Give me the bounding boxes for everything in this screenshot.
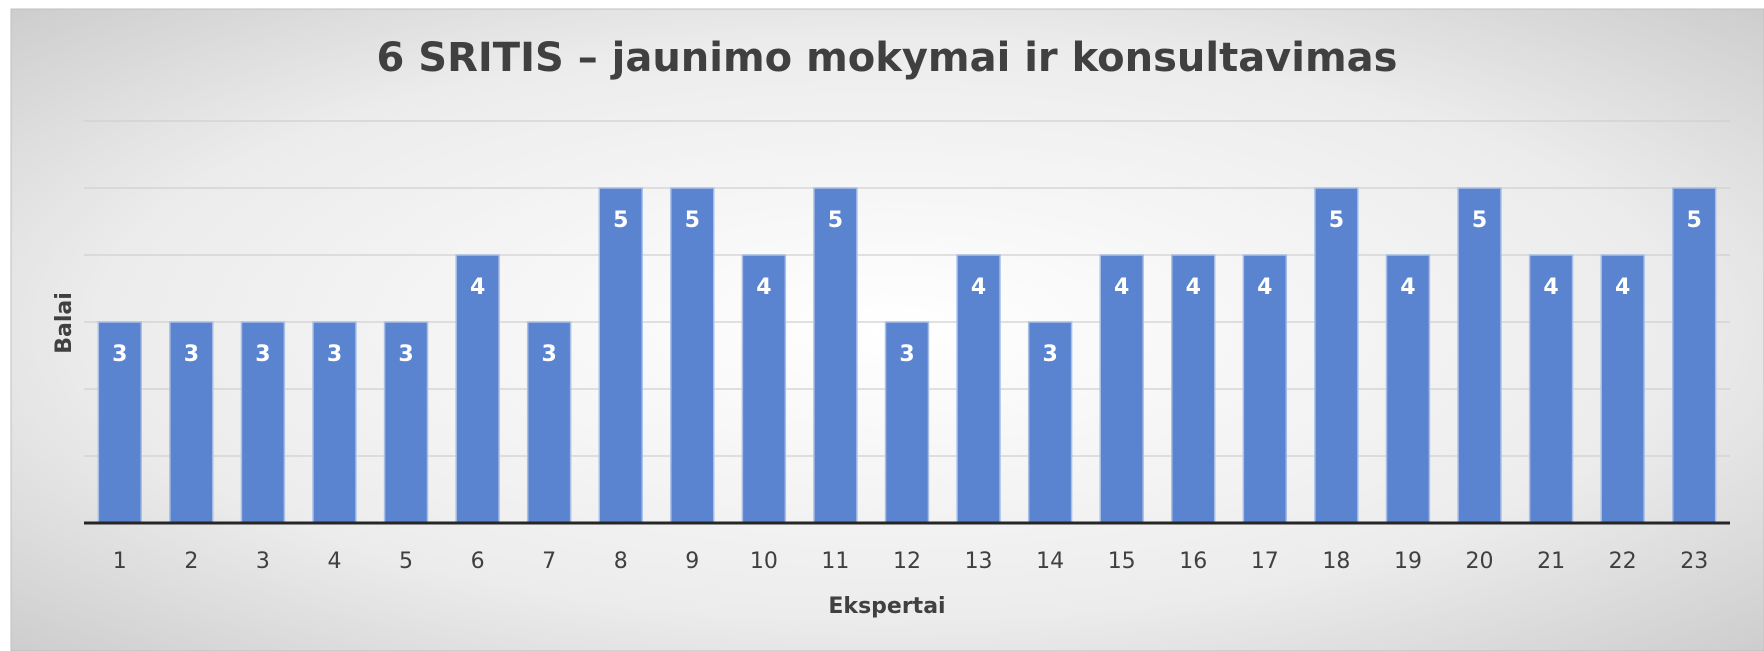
data-label: 4 [756, 275, 771, 300]
data-label: 4 [1543, 275, 1558, 300]
x-tick-label: 16 [1179, 549, 1207, 574]
x-tick-label: 19 [1394, 549, 1422, 574]
bar [598, 187, 643, 524]
x-tick-label: 11 [821, 549, 849, 574]
x-tick-label: 6 [471, 549, 485, 574]
data-label: 3 [112, 342, 127, 367]
x-tick-label: 10 [750, 549, 778, 574]
x-tick-label: 8 [614, 549, 628, 574]
x-tick-label: 14 [1036, 549, 1064, 574]
x-tick-label: 21 [1537, 549, 1565, 574]
bar [1099, 254, 1144, 524]
bar [1600, 254, 1645, 524]
bar [1171, 254, 1216, 524]
bar [169, 321, 214, 524]
data-label: 3 [255, 342, 270, 367]
chart-title: 6 SRITIS – jaunimo mokymai ir konsultavi… [377, 35, 1398, 81]
bar [97, 321, 143, 524]
bar [813, 187, 858, 524]
data-label: 4 [971, 275, 986, 300]
x-tick-label: 13 [965, 549, 993, 574]
x-axis-title: Ekspertai [828, 594, 945, 619]
data-label: 4 [1257, 275, 1272, 300]
x-tick-label: 2 [184, 549, 198, 574]
bar [1528, 254, 1574, 524]
x-tick-label: 1 [113, 549, 127, 574]
x-tick-label: 4 [327, 549, 341, 574]
bar [956, 254, 1001, 524]
data-label: 3 [398, 342, 413, 367]
bar [1671, 187, 1717, 524]
data-label: 5 [685, 208, 700, 233]
x-tick-label: 5 [399, 549, 413, 574]
bar [1027, 321, 1073, 524]
bar [1314, 187, 1359, 524]
data-label: 3 [899, 342, 914, 367]
x-tick-label: 18 [1322, 549, 1350, 574]
data-label: 3 [1042, 342, 1057, 367]
bar [741, 254, 787, 524]
data-label: 5 [1687, 208, 1702, 233]
data-label: 5 [1472, 208, 1487, 233]
data-label: 5 [613, 208, 628, 233]
bar [383, 321, 429, 524]
data-label: 4 [1400, 275, 1415, 300]
bar [1457, 187, 1502, 524]
x-tick-label: 3 [256, 549, 270, 574]
x-tick-label: 23 [1680, 549, 1708, 574]
data-label: 4 [1114, 275, 1129, 300]
bar [526, 321, 572, 524]
x-tick-label: 17 [1251, 549, 1279, 574]
y-axis-title: Balai [52, 292, 77, 354]
bar [1385, 254, 1431, 524]
data-label: 3 [542, 342, 557, 367]
bar [240, 321, 286, 524]
x-tick-label: 22 [1609, 549, 1637, 574]
x-tick-label: 12 [893, 549, 921, 574]
bar [884, 321, 930, 524]
data-label: 5 [1329, 208, 1344, 233]
data-label: 3 [327, 342, 342, 367]
x-tick-label: 7 [542, 549, 556, 574]
data-label: 3 [184, 342, 199, 367]
data-label: 4 [1615, 275, 1630, 300]
x-tick-label: 20 [1466, 549, 1494, 574]
data-label: 4 [470, 275, 485, 300]
x-tick-label: 9 [685, 549, 699, 574]
data-label: 5 [828, 208, 843, 233]
x-tick-label: 15 [1108, 549, 1136, 574]
data-label: 4 [1186, 275, 1201, 300]
bar [312, 321, 357, 524]
bar [455, 254, 500, 524]
bar [1242, 254, 1288, 524]
bar [670, 187, 715, 524]
